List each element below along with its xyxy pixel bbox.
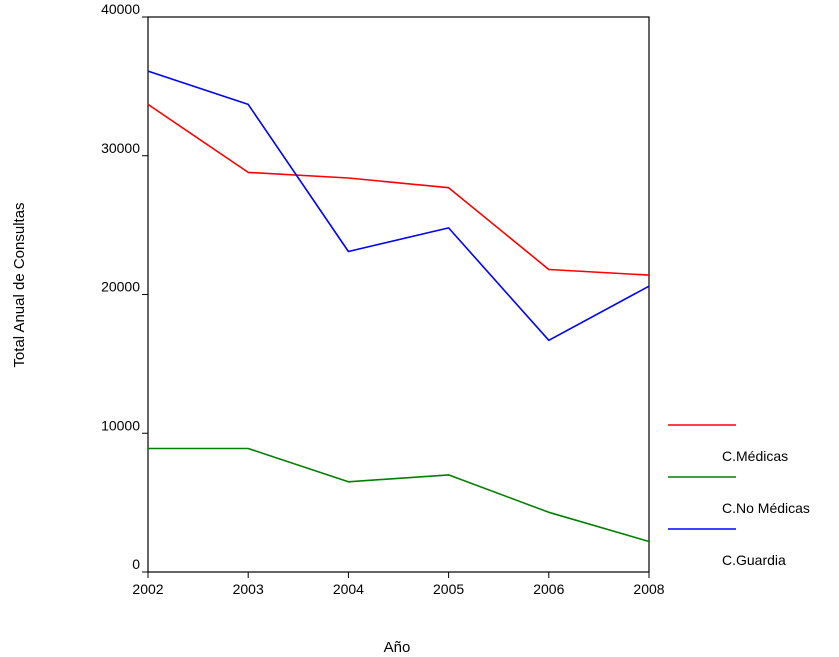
series-lines <box>147 70 650 543</box>
series-line-3 <box>147 70 650 342</box>
x-axis-ticks: 2002 2003 2004 2005 2006 2008 <box>132 572 665 597</box>
y-axis-title: Total Anual de Consultas <box>11 202 28 367</box>
x-tick-label: 2008 <box>633 581 664 597</box>
x-tick-label: 2004 <box>333 581 364 597</box>
x-axis-title: Año <box>384 639 411 656</box>
plot-area-border <box>147 16 650 573</box>
series-line-2 <box>148 447 650 543</box>
x-tick-label: 2006 <box>533 581 564 597</box>
y-tick-label: 20000 <box>101 279 140 295</box>
y-tick-label: 40000 <box>101 1 140 17</box>
x-tick-label: 2005 <box>433 581 464 597</box>
plot-frame <box>147 16 650 573</box>
y-tick-label: 30000 <box>101 140 140 156</box>
y-axis-ticks: 0 10000 20000 30000 40000 <box>101 1 148 573</box>
legend: C.Médicas C.No Médicas C.Guardia <box>668 424 810 568</box>
series-line-1 <box>147 103 650 276</box>
x-tick-label: 2002 <box>132 581 163 597</box>
legend-label-1: C.Médicas <box>722 448 788 464</box>
x-tick-label: 2003 <box>233 581 264 597</box>
y-tick-label: 10000 <box>101 417 140 433</box>
y-tick-label: 0 <box>132 556 140 572</box>
legend-label-2: C.No Médicas <box>722 500 810 516</box>
legend-label-3: C.Guardia <box>722 552 786 568</box>
